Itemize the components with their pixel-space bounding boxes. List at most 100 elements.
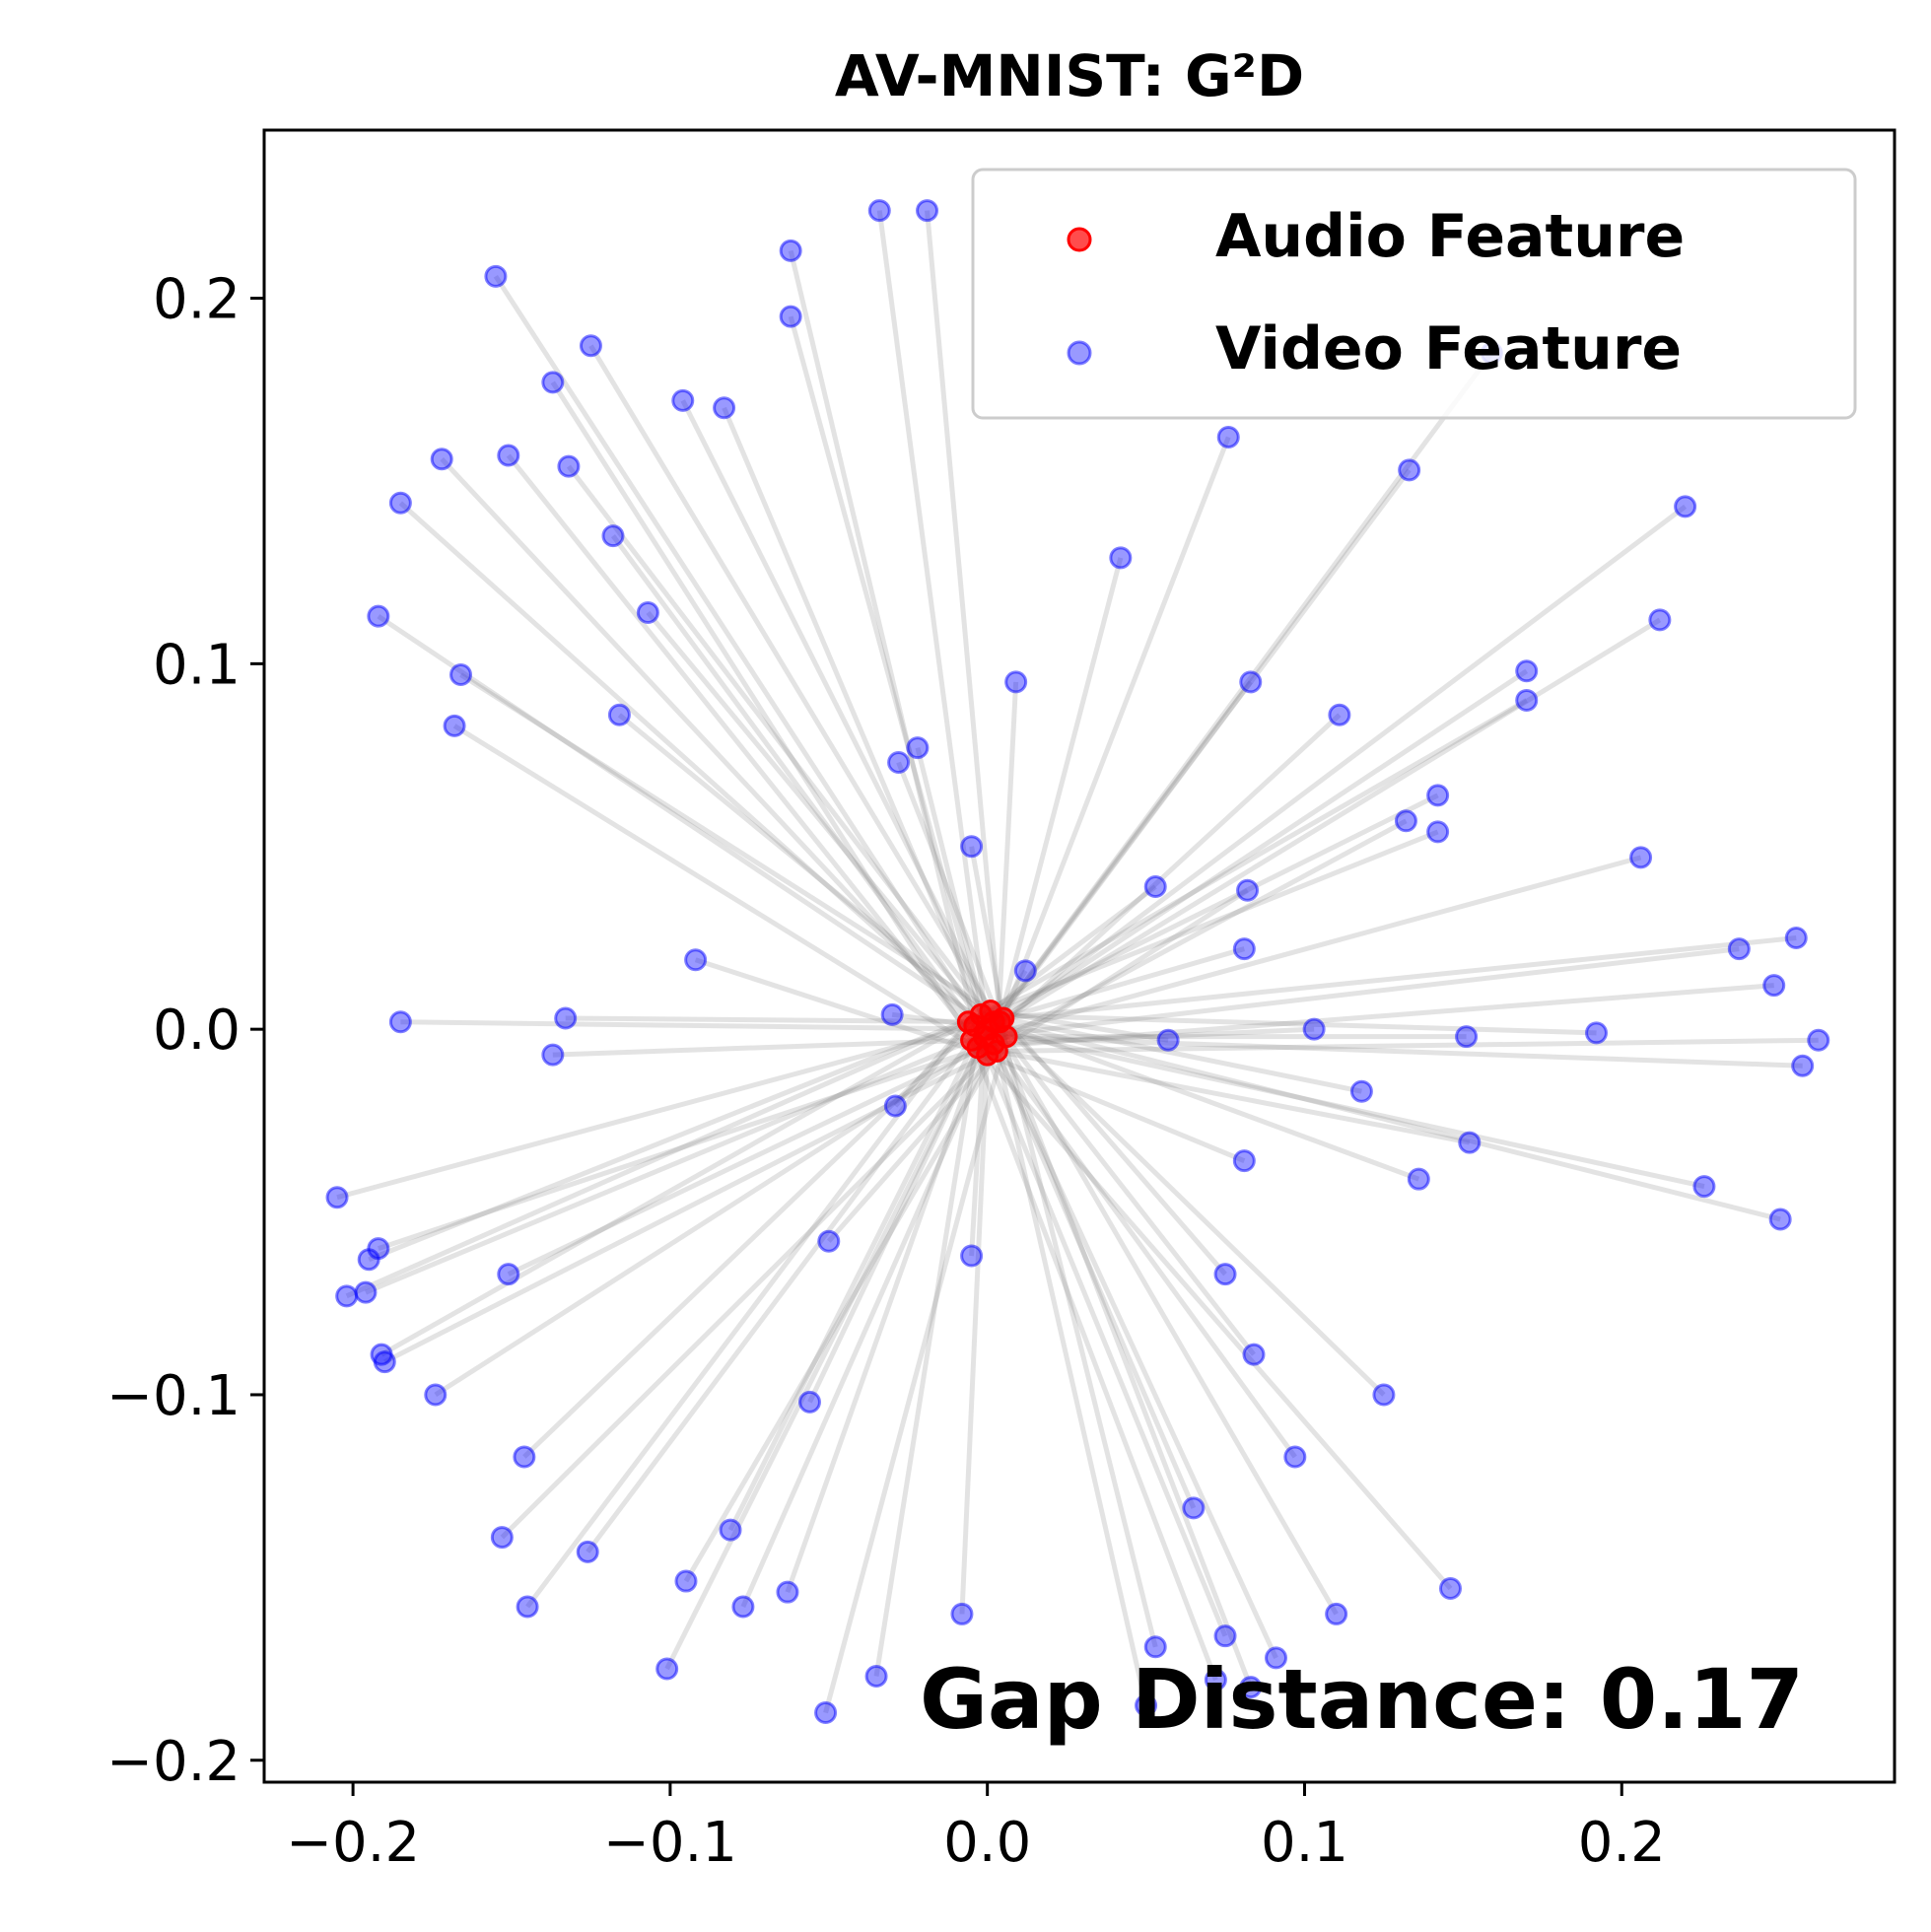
connection-line — [969, 846, 1009, 1038]
video-point — [1629, 846, 1653, 869]
connection-line — [610, 534, 977, 1027]
connection-line — [978, 1013, 1197, 1509]
connection-line — [999, 504, 1688, 1024]
connection-line — [972, 1024, 1228, 1637]
video-point — [513, 1445, 536, 1469]
connection-line — [459, 672, 993, 1013]
video-point — [1674, 495, 1697, 518]
video-point — [373, 1350, 396, 1374]
legend-box — [971, 168, 1857, 420]
video-point — [1426, 820, 1450, 844]
gap-distance-annotation: Gap Distance: 0.17 — [920, 1651, 1804, 1748]
x-tick-label: 0.2 — [1578, 1811, 1666, 1875]
audio-point — [966, 1036, 990, 1060]
video-point — [1213, 1263, 1237, 1286]
video-point — [1242, 1343, 1266, 1366]
video-point — [388, 1010, 412, 1034]
video-point — [636, 600, 659, 624]
connection-line — [982, 680, 1253, 1039]
video-point — [671, 388, 695, 412]
video-point — [325, 1186, 349, 1209]
connection-line — [976, 1046, 1453, 1591]
video-point — [607, 703, 631, 726]
video-point — [1232, 1149, 1256, 1173]
video-point — [883, 1094, 907, 1118]
video-point — [357, 1248, 380, 1272]
plot-frame — [262, 128, 1897, 1784]
video-point — [1135, 1693, 1158, 1717]
video-point — [1013, 959, 1037, 983]
connection-line — [984, 946, 1740, 1040]
data-points — [325, 199, 1830, 1725]
connection-line — [998, 1019, 1386, 1397]
video-point — [576, 1540, 599, 1563]
connection-line — [977, 983, 1774, 1051]
connection-line — [982, 351, 1494, 1039]
connection-line — [988, 1009, 1254, 1689]
video-point — [779, 305, 802, 328]
connection-line — [984, 1034, 1803, 1069]
video-point — [1407, 1167, 1430, 1191]
connection-line — [552, 1037, 972, 1058]
connection-line — [398, 501, 990, 1032]
connection-line — [991, 1042, 1278, 1659]
connection-line — [807, 1028, 990, 1404]
connection-line — [378, 1041, 995, 1252]
connection-line — [788, 315, 984, 1015]
connection-line — [500, 1034, 1008, 1540]
connection-line — [976, 713, 1342, 1050]
video-point — [1239, 1676, 1263, 1699]
connection-line — [981, 1011, 1597, 1036]
video-point — [1239, 670, 1263, 694]
connection-line — [1002, 1015, 1362, 1094]
connection-line — [788, 249, 978, 1027]
connection-line — [896, 761, 1002, 1023]
legend: Audio Feature Video Feature — [971, 168, 1857, 420]
connection-line — [740, 1017, 1006, 1609]
video-point — [684, 948, 708, 972]
connection-line — [525, 1020, 971, 1609]
video-point — [1585, 1021, 1609, 1045]
video-point — [1768, 1208, 1792, 1231]
video-point — [1213, 1624, 1237, 1648]
video-point — [719, 1518, 742, 1542]
connection-line — [345, 1008, 992, 1299]
connection-line — [440, 457, 971, 1024]
video-point — [731, 1595, 755, 1619]
connection-line — [617, 713, 996, 1024]
y-tick-label: 0.1 — [153, 633, 241, 697]
connection-line — [970, 855, 1642, 1043]
video-point — [1372, 1383, 1396, 1407]
video-point — [1283, 1445, 1307, 1469]
connection-line — [507, 1034, 1008, 1276]
video-point — [817, 1229, 841, 1253]
connection-line — [995, 888, 1249, 1054]
connection-line — [434, 1045, 980, 1398]
video-point — [1302, 1017, 1326, 1041]
legend-marker-audio — [1067, 227, 1092, 252]
video-point — [335, 1284, 359, 1308]
chart-title: AV-MNIST: G²D — [835, 42, 1304, 109]
video-point — [776, 1580, 799, 1604]
video-point — [864, 1664, 888, 1688]
video-point — [1762, 974, 1786, 998]
y-tick-label: −0.2 — [106, 1730, 241, 1794]
legend-label-video: Video Feature — [1215, 314, 1682, 383]
connection-line — [550, 380, 974, 1042]
video-point — [367, 604, 390, 628]
connection-line — [1000, 1016, 1227, 1276]
video-point — [1156, 1028, 1180, 1052]
video-point — [1004, 670, 1028, 694]
video-point — [424, 1383, 448, 1407]
video-point — [880, 1002, 904, 1026]
connection-line — [1001, 668, 1529, 1021]
y-tick-label: 0.2 — [153, 268, 241, 332]
video-point — [1455, 1025, 1479, 1049]
connection-line — [968, 934, 1797, 1025]
x-tick-label: 0.0 — [943, 1811, 1031, 1875]
connection-line — [722, 406, 1000, 1053]
connection-line — [565, 1015, 1000, 1025]
video-point — [1182, 1496, 1206, 1520]
connection-line — [990, 1008, 1169, 1043]
